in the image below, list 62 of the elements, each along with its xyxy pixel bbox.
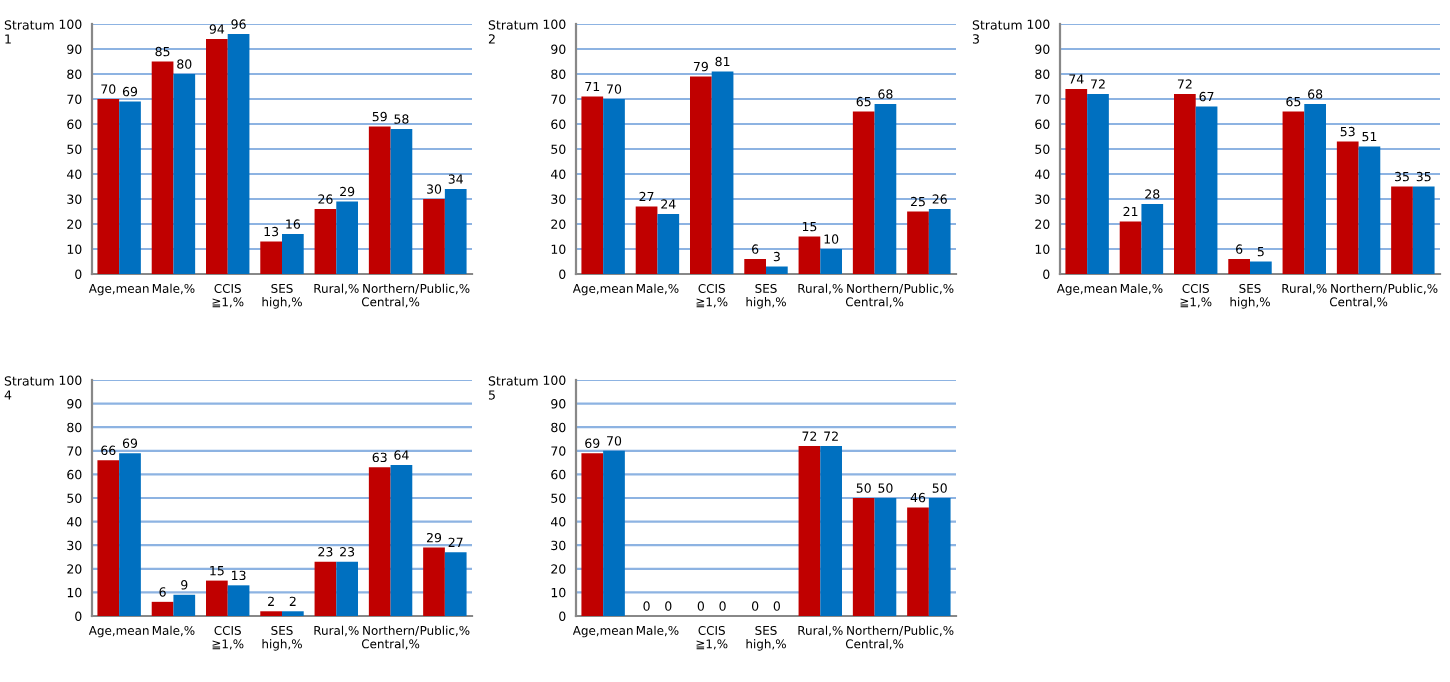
bar: [173, 74, 196, 274]
bar: [711, 71, 734, 274]
bar: [1195, 106, 1218, 274]
bar: [852, 111, 875, 274]
bar: [1304, 104, 1326, 274]
bar: [444, 552, 467, 616]
bar: [423, 547, 445, 616]
bar: [744, 259, 766, 274]
bar: [1065, 89, 1088, 274]
bar: [97, 99, 120, 274]
bar: [151, 601, 174, 616]
bar: [1228, 259, 1250, 274]
bar: [1087, 94, 1109, 274]
bar: [151, 61, 174, 274]
bar: [874, 104, 897, 274]
bar: [1336, 141, 1359, 274]
bar: [423, 199, 445, 274]
bar: [820, 249, 842, 274]
bar: [314, 209, 337, 274]
bar: [928, 209, 951, 274]
bar: [907, 211, 929, 274]
bar: [1141, 204, 1164, 274]
bar: [390, 129, 413, 274]
bar: [444, 189, 467, 274]
bar: [1358, 146, 1381, 274]
bar: [314, 561, 337, 616]
bar: [1282, 111, 1305, 274]
bar: [206, 39, 228, 274]
bar: [635, 206, 658, 274]
bar: [260, 241, 282, 274]
bar: [766, 266, 788, 274]
bar: [657, 214, 680, 274]
bar: [690, 76, 712, 274]
bar: [798, 236, 821, 274]
bar: [798, 446, 821, 616]
bar: [206, 580, 228, 616]
bar: [119, 453, 141, 616]
bar: [173, 594, 196, 616]
bar: [1174, 94, 1196, 274]
bar: [336, 561, 358, 616]
bar: [820, 446, 842, 616]
bar: [581, 453, 604, 616]
bar: [874, 498, 897, 616]
bar: [1391, 186, 1413, 274]
bar: [907, 507, 929, 616]
bar: [390, 464, 413, 616]
bar: [603, 450, 625, 616]
bar: [282, 234, 304, 274]
bar: [336, 201, 358, 274]
bar: [581, 96, 604, 274]
bar: [368, 126, 391, 274]
bar: [97, 460, 120, 616]
bar: [1412, 186, 1435, 274]
bar: [603, 99, 625, 274]
bar: [227, 34, 250, 274]
bar: [1119, 221, 1142, 274]
bar: [852, 498, 875, 616]
bar: [227, 585, 250, 616]
bar: [119, 101, 141, 274]
bar: [928, 498, 951, 616]
bar: [1250, 261, 1272, 274]
bar: [368, 467, 391, 616]
